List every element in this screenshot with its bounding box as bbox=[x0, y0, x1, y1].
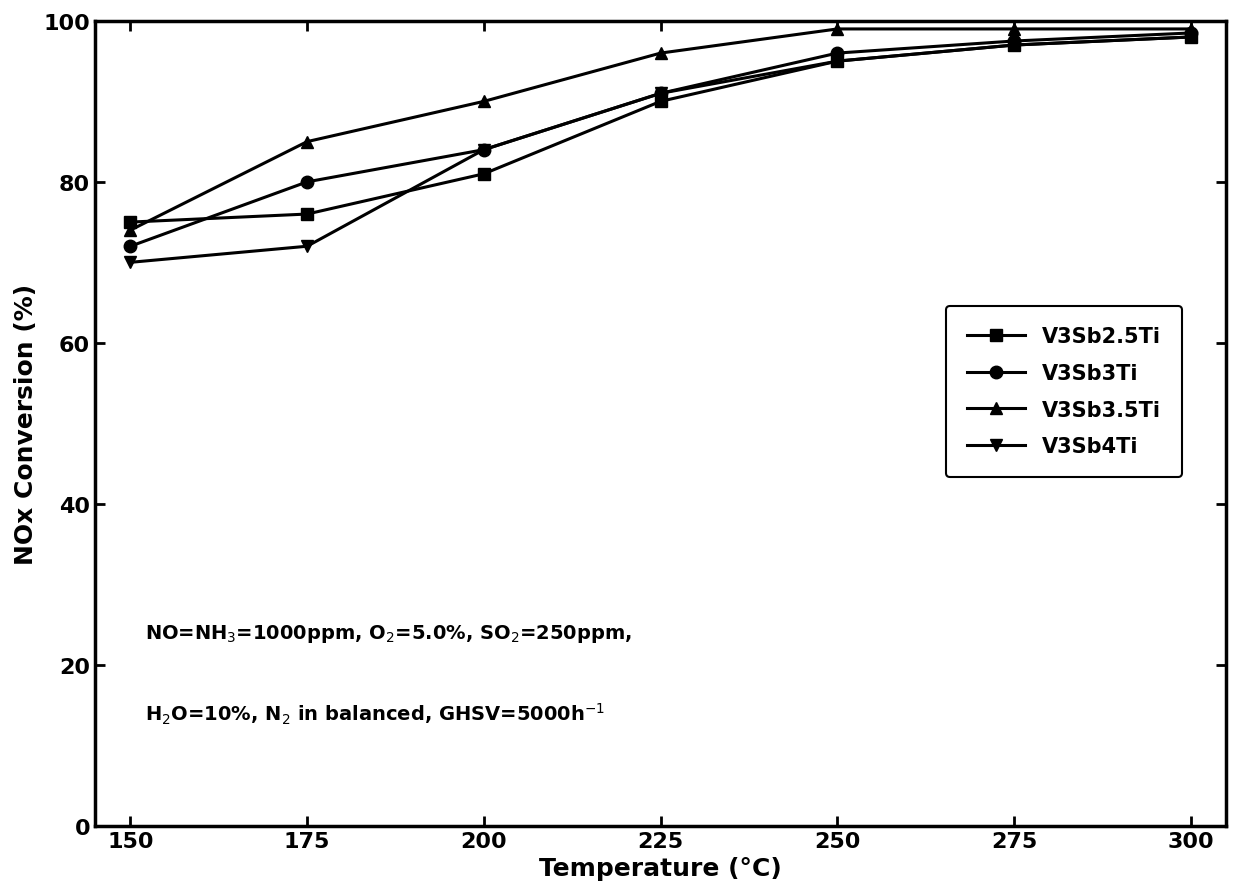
V3Sb3Ti bbox=[476, 145, 491, 156]
V3Sb2.5Ti bbox=[653, 97, 668, 107]
V3Sb4Ti bbox=[1183, 32, 1198, 43]
V3Sb4Ti bbox=[830, 56, 844, 67]
V3Sb3Ti bbox=[830, 48, 844, 59]
V3Sb3Ti bbox=[1007, 37, 1022, 47]
V3Sb2.5Ti bbox=[300, 209, 315, 220]
V3Sb3.5Ti bbox=[476, 97, 491, 107]
V3Sb3.5Ti bbox=[1183, 24, 1198, 35]
V3Sb3Ti bbox=[300, 177, 315, 188]
V3Sb4Ti bbox=[300, 241, 315, 252]
V3Sb2.5Ti bbox=[1183, 32, 1198, 43]
V3Sb2.5Ti bbox=[1007, 40, 1022, 51]
X-axis label: Temperature (°C): Temperature (°C) bbox=[539, 856, 782, 880]
Text: NO=NH$_3$=1000ppm, O$_2$=5.0%, SO$_2$=250ppm,: NO=NH$_3$=1000ppm, O$_2$=5.0%, SO$_2$=25… bbox=[145, 622, 631, 644]
V3Sb2.5Ti bbox=[476, 169, 491, 180]
V3Sb4Ti bbox=[123, 257, 138, 268]
V3Sb3.5Ti bbox=[1007, 24, 1022, 35]
Line: V3Sb3Ti: V3Sb3Ti bbox=[124, 28, 1197, 253]
V3Sb4Ti bbox=[653, 89, 668, 99]
V3Sb3.5Ti bbox=[123, 225, 138, 236]
V3Sb3Ti bbox=[1183, 29, 1198, 39]
V3Sb2.5Ti bbox=[830, 56, 844, 67]
V3Sb3Ti bbox=[123, 241, 138, 252]
V3Sb4Ti bbox=[1007, 40, 1022, 51]
V3Sb4Ti bbox=[476, 145, 491, 156]
V3Sb2.5Ti bbox=[123, 217, 138, 228]
Line: V3Sb3.5Ti: V3Sb3.5Ti bbox=[124, 23, 1197, 237]
Legend: V3Sb2.5Ti, V3Sb3Ti, V3Sb3.5Ti, V3Sb4Ti: V3Sb2.5Ti, V3Sb3Ti, V3Sb3.5Ti, V3Sb4Ti bbox=[946, 307, 1182, 477]
V3Sb3.5Ti bbox=[653, 48, 668, 59]
V3Sb3.5Ti bbox=[830, 24, 844, 35]
Line: V3Sb4Ti: V3Sb4Ti bbox=[124, 31, 1197, 269]
Y-axis label: NOx Conversion (%): NOx Conversion (%) bbox=[14, 283, 38, 564]
V3Sb3.5Ti bbox=[300, 137, 315, 148]
Text: H$_2$O=10%, N$_2$ in balanced, GHSV=5000h$^{-1}$: H$_2$O=10%, N$_2$ in balanced, GHSV=5000… bbox=[145, 701, 605, 726]
V3Sb3Ti bbox=[653, 89, 668, 99]
Line: V3Sb2.5Ti: V3Sb2.5Ti bbox=[124, 31, 1197, 229]
